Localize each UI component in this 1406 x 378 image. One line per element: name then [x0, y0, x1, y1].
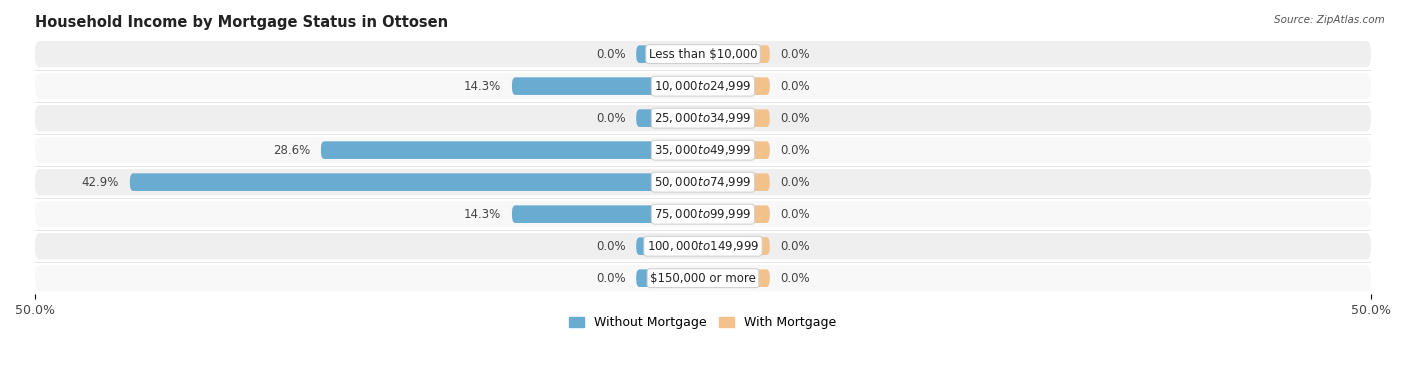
Text: $75,000 to $99,999: $75,000 to $99,999	[654, 207, 752, 221]
FancyBboxPatch shape	[703, 109, 770, 127]
Text: 0.0%: 0.0%	[780, 48, 810, 60]
FancyBboxPatch shape	[636, 109, 703, 127]
FancyBboxPatch shape	[703, 77, 770, 95]
Text: Source: ZipAtlas.com: Source: ZipAtlas.com	[1274, 15, 1385, 25]
Text: 28.6%: 28.6%	[273, 144, 311, 156]
Text: 14.3%: 14.3%	[464, 80, 502, 93]
FancyBboxPatch shape	[35, 201, 1371, 227]
FancyBboxPatch shape	[35, 137, 1371, 163]
FancyBboxPatch shape	[703, 205, 770, 223]
Text: $100,000 to $149,999: $100,000 to $149,999	[647, 239, 759, 253]
Text: Household Income by Mortgage Status in Ottosen: Household Income by Mortgage Status in O…	[35, 15, 449, 30]
Text: 0.0%: 0.0%	[780, 176, 810, 189]
FancyBboxPatch shape	[35, 73, 1371, 99]
FancyBboxPatch shape	[703, 45, 770, 63]
FancyBboxPatch shape	[703, 237, 770, 255]
FancyBboxPatch shape	[129, 174, 703, 191]
FancyBboxPatch shape	[636, 45, 703, 63]
FancyBboxPatch shape	[35, 105, 1371, 131]
FancyBboxPatch shape	[703, 141, 770, 159]
Text: 0.0%: 0.0%	[780, 144, 810, 156]
FancyBboxPatch shape	[35, 265, 1371, 291]
Legend: Without Mortgage, With Mortgage: Without Mortgage, With Mortgage	[564, 311, 842, 334]
FancyBboxPatch shape	[703, 174, 770, 191]
Text: 0.0%: 0.0%	[596, 240, 626, 253]
Text: 0.0%: 0.0%	[780, 240, 810, 253]
Text: 0.0%: 0.0%	[596, 48, 626, 60]
FancyBboxPatch shape	[512, 77, 703, 95]
Text: $150,000 or more: $150,000 or more	[650, 272, 756, 285]
Text: 14.3%: 14.3%	[464, 208, 502, 221]
Text: $10,000 to $24,999: $10,000 to $24,999	[654, 79, 752, 93]
FancyBboxPatch shape	[636, 270, 703, 287]
Text: $25,000 to $34,999: $25,000 to $34,999	[654, 111, 752, 125]
Text: 0.0%: 0.0%	[780, 208, 810, 221]
FancyBboxPatch shape	[35, 169, 1371, 195]
FancyBboxPatch shape	[35, 41, 1371, 67]
Text: 0.0%: 0.0%	[780, 272, 810, 285]
Text: 0.0%: 0.0%	[780, 80, 810, 93]
FancyBboxPatch shape	[512, 205, 703, 223]
Text: 0.0%: 0.0%	[780, 112, 810, 125]
Text: $35,000 to $49,999: $35,000 to $49,999	[654, 143, 752, 157]
Text: 42.9%: 42.9%	[82, 176, 120, 189]
Text: $50,000 to $74,999: $50,000 to $74,999	[654, 175, 752, 189]
FancyBboxPatch shape	[35, 233, 1371, 259]
FancyBboxPatch shape	[703, 270, 770, 287]
FancyBboxPatch shape	[321, 141, 703, 159]
Text: Less than $10,000: Less than $10,000	[648, 48, 758, 60]
Text: 0.0%: 0.0%	[596, 112, 626, 125]
Text: 0.0%: 0.0%	[596, 272, 626, 285]
FancyBboxPatch shape	[636, 237, 703, 255]
